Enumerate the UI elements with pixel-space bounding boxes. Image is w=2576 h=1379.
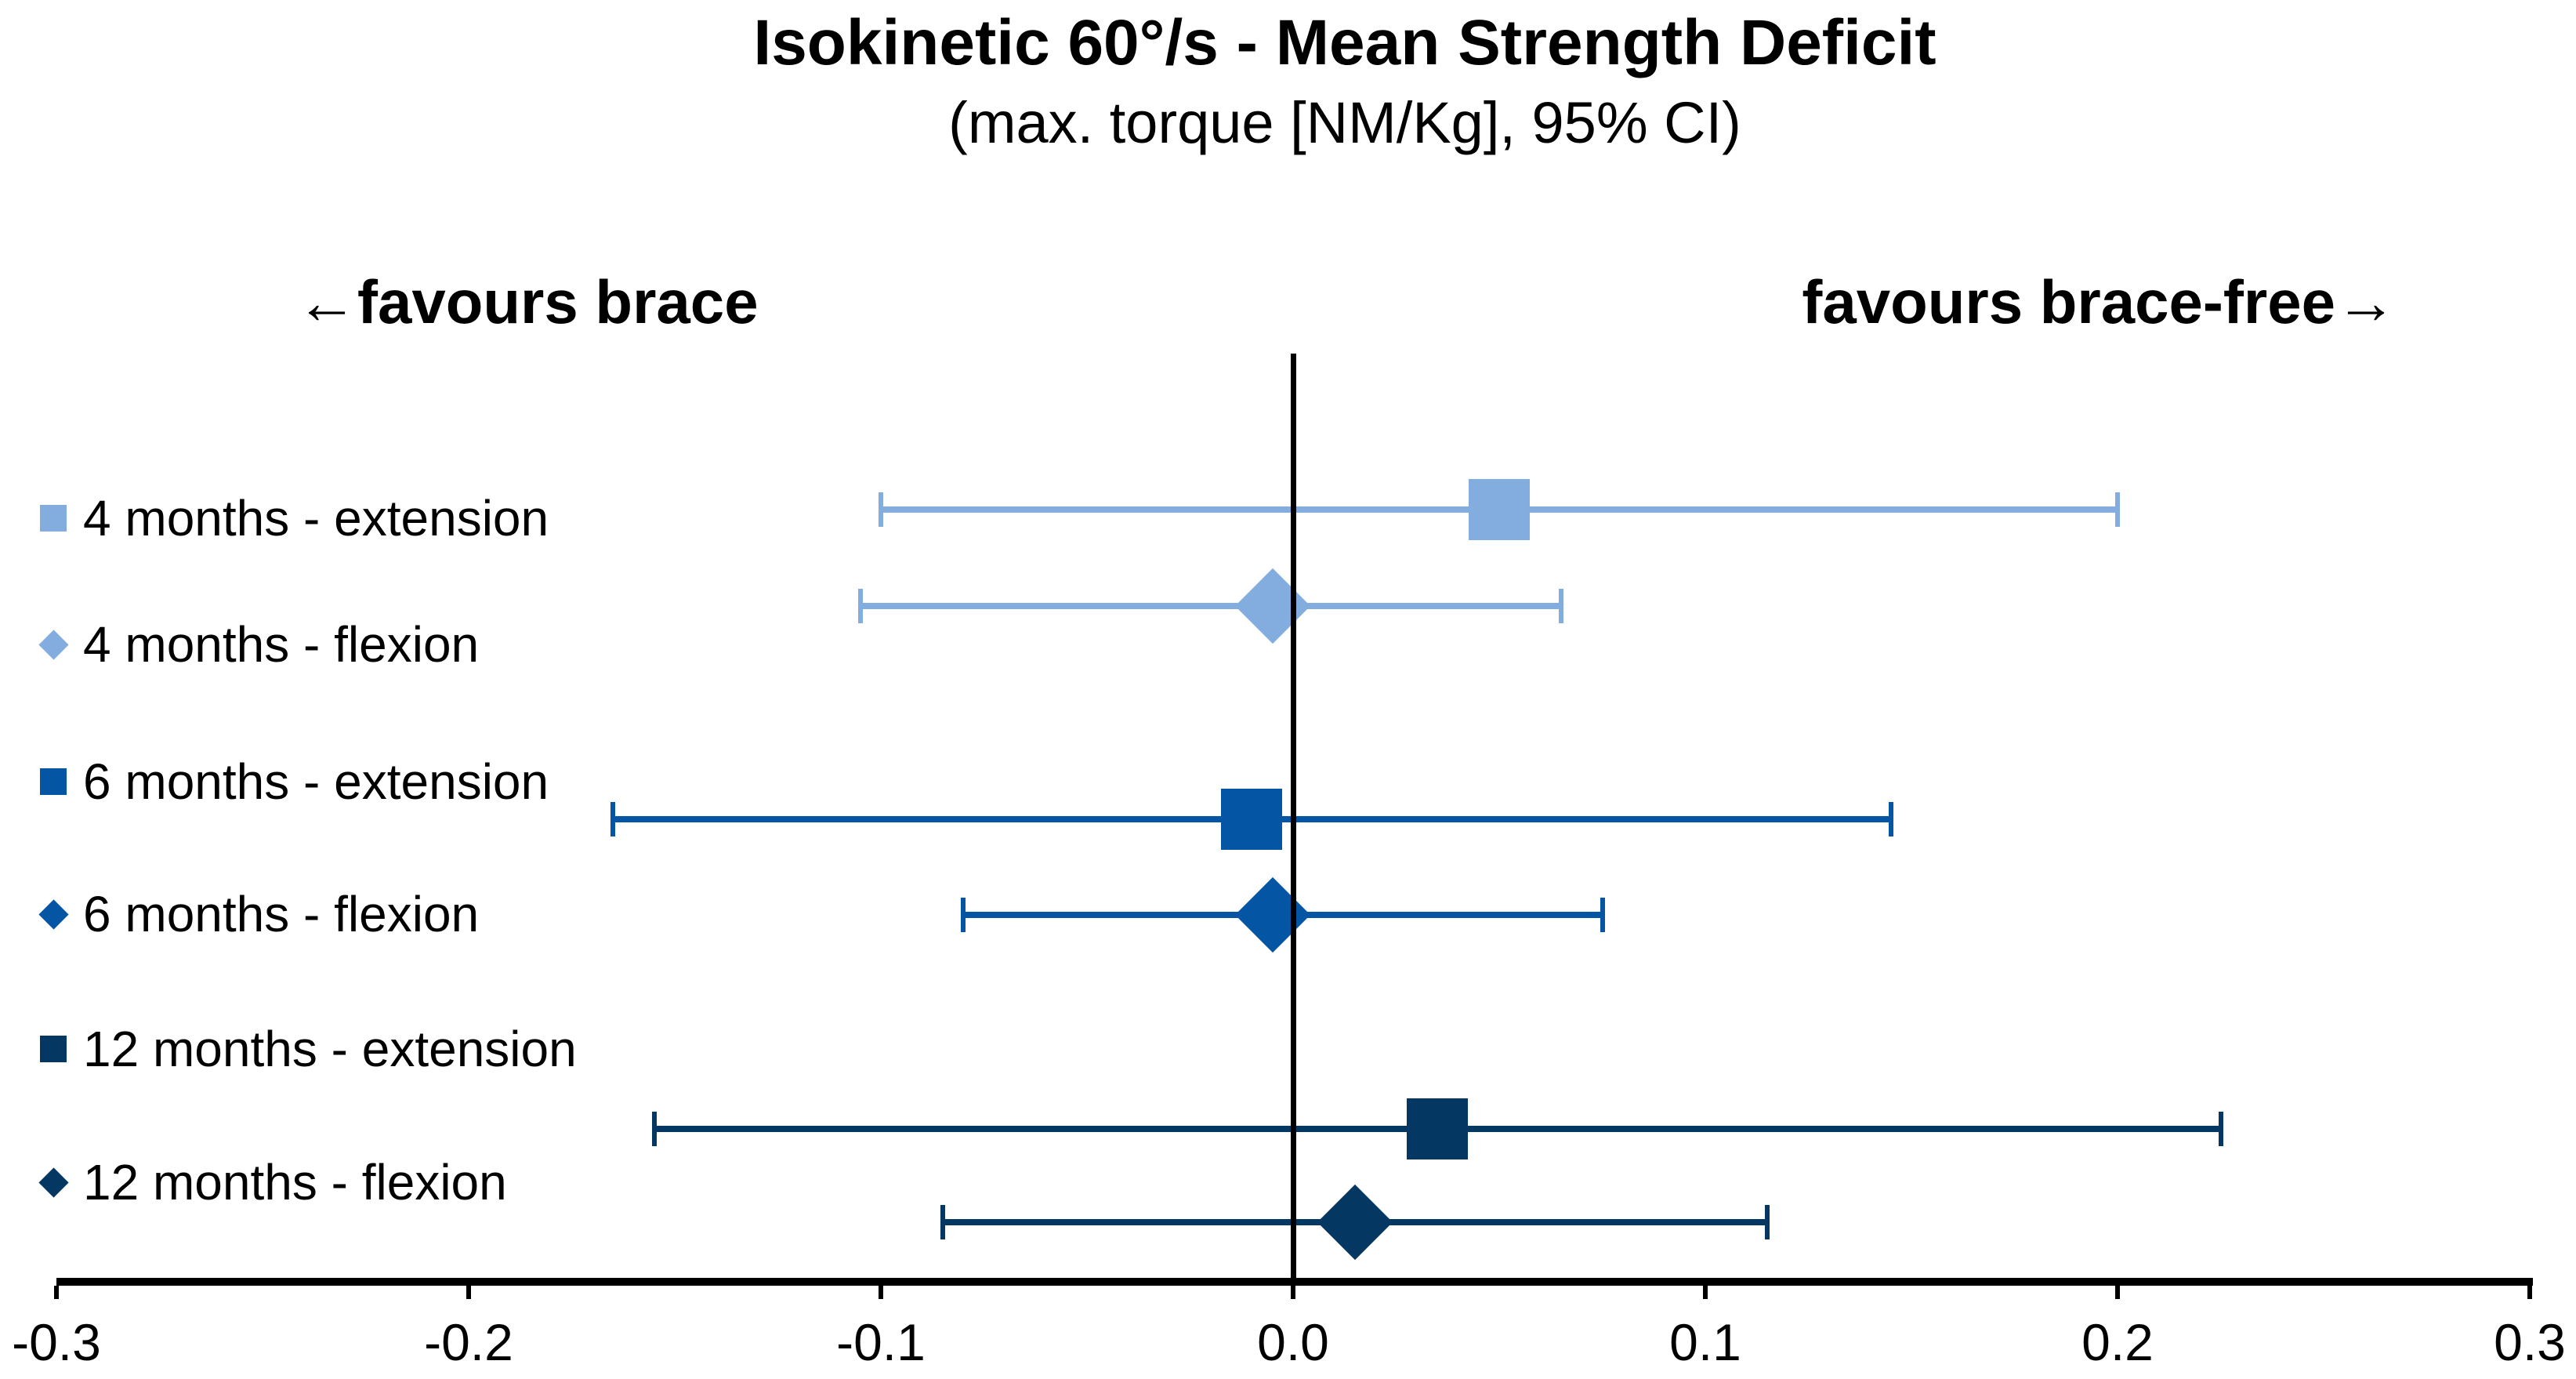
x-axis-tick-label: -0.2 bbox=[424, 1313, 513, 1371]
mean-marker-diamond bbox=[1317, 1184, 1393, 1261]
x-axis-tick bbox=[54, 1286, 59, 1299]
ci-cap-right bbox=[2115, 492, 2120, 527]
legend-series-label: 4 months - flexion bbox=[83, 616, 480, 673]
x-axis-line bbox=[56, 1278, 2533, 1286]
legend-marker-box bbox=[31, 898, 75, 930]
legend-marker-square-icon bbox=[40, 505, 67, 532]
x-axis-tick-label: -0.1 bbox=[836, 1313, 926, 1371]
ci-cap-right bbox=[1558, 589, 1563, 623]
ci-cap-right bbox=[1600, 898, 1605, 932]
mean-marker-square bbox=[1407, 1098, 1469, 1159]
legend-marker-box bbox=[31, 629, 75, 660]
legend-marker-square-icon bbox=[40, 768, 67, 795]
mean-marker-diamond bbox=[1234, 876, 1310, 953]
x-axis-tick bbox=[2115, 1286, 2120, 1299]
ci-cap-right bbox=[1764, 1205, 1770, 1239]
mean-marker-square bbox=[1469, 479, 1530, 540]
legend-marker-diamond-icon bbox=[38, 1167, 69, 1198]
legend-marker-square-icon bbox=[40, 1036, 67, 1062]
mean-marker-square bbox=[1221, 789, 1283, 850]
x-axis-tick-label: 0.2 bbox=[2081, 1313, 2154, 1371]
ci-cap-left bbox=[879, 492, 883, 527]
legend-marker-box bbox=[31, 768, 75, 795]
ci-cap-left bbox=[940, 1205, 945, 1239]
legend-series-label: 6 months - flexion bbox=[83, 886, 480, 942]
legend-marker-box bbox=[31, 1167, 75, 1198]
zero-reference-line bbox=[1291, 354, 1296, 1278]
favours-brace-free-label: favours brace-free→ bbox=[1802, 267, 2397, 336]
legend-series-label: 4 months - extension bbox=[83, 490, 549, 546]
legend-marker-box bbox=[31, 1036, 75, 1062]
legend-series-label: 12 months - flexion bbox=[83, 1154, 507, 1210]
x-axis-tick bbox=[2527, 1286, 2532, 1299]
legend-series-label: 6 months - extension bbox=[83, 753, 549, 810]
x-axis-tick-label: 0.0 bbox=[1257, 1313, 1329, 1371]
mean-marker-diamond bbox=[1234, 568, 1310, 644]
legend-marker-box bbox=[31, 505, 75, 532]
legend-marker-diamond-icon bbox=[38, 629, 69, 660]
confidence-interval-line bbox=[860, 603, 1561, 609]
x-axis-tick-label: 0.3 bbox=[2494, 1313, 2566, 1371]
ci-cap-right bbox=[1888, 802, 1893, 836]
ci-cap-right bbox=[2218, 1112, 2223, 1146]
legend-item: 6 months - extension bbox=[31, 753, 549, 810]
legend-item: 6 months - flexion bbox=[31, 886, 479, 942]
chart-title: Isokinetic 60°/s - Mean Strength Deficit bbox=[753, 7, 1937, 78]
x-axis-tick bbox=[466, 1286, 471, 1299]
x-axis-tick bbox=[1291, 1286, 1295, 1299]
x-axis-tick bbox=[879, 1286, 883, 1299]
favours-brace-label: ←favours brace bbox=[296, 267, 759, 336]
legend-item: 4 months - flexion bbox=[31, 616, 479, 673]
legend-item: 12 months - extension bbox=[31, 1021, 577, 1077]
ci-cap-left bbox=[961, 898, 966, 932]
ci-cap-left bbox=[651, 1112, 657, 1146]
ci-cap-left bbox=[610, 802, 616, 836]
legend-item: 12 months - flexion bbox=[31, 1154, 507, 1210]
chart-subtitle: (max. torque [NM/Kg], 95% CI) bbox=[948, 90, 1741, 155]
x-axis-tick-label: -0.3 bbox=[12, 1313, 101, 1371]
legend-series-label: 12 months - extension bbox=[83, 1021, 577, 1077]
legend-marker-diamond-icon bbox=[38, 898, 69, 930]
legend-item: 4 months - extension bbox=[31, 490, 549, 546]
x-axis-tick-label: 0.1 bbox=[1669, 1313, 1741, 1371]
x-axis-tick bbox=[1703, 1286, 1708, 1299]
ci-cap-left bbox=[857, 589, 863, 623]
